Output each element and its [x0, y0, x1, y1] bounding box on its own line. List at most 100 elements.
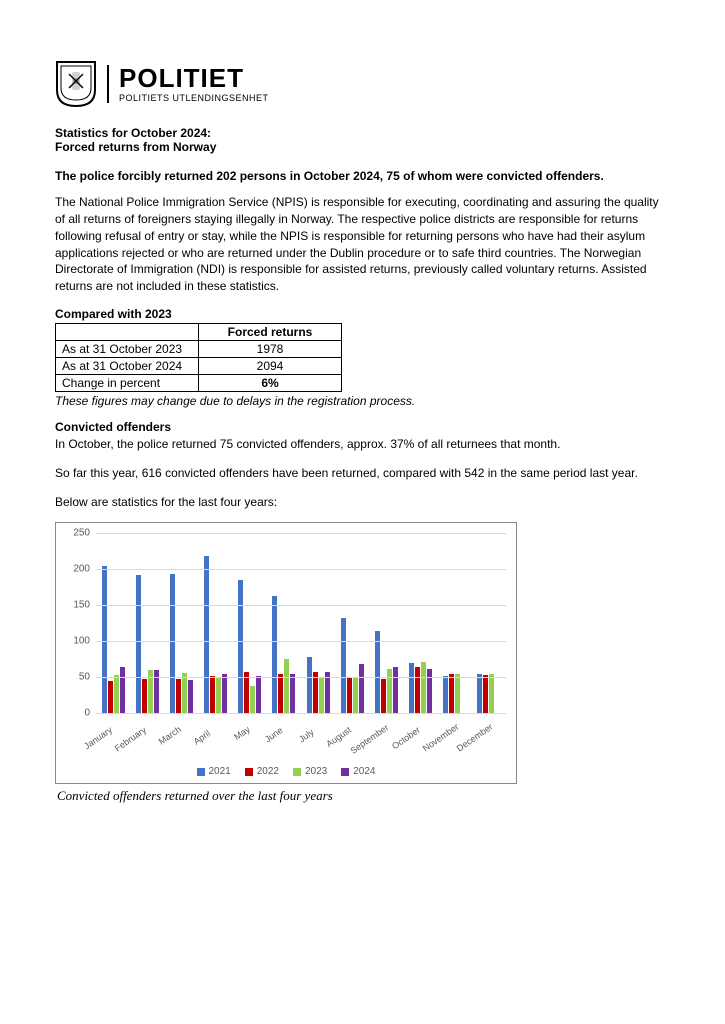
chart-gridline	[96, 569, 506, 570]
table-row: As at 31 October 2023 1978	[56, 340, 342, 357]
chart-legend-swatch	[245, 768, 253, 776]
chart-bar	[341, 618, 346, 713]
chart-bar	[353, 677, 358, 713]
chart-bar	[489, 674, 494, 714]
chart-bar	[409, 663, 414, 713]
chart-y-tick: 200	[56, 564, 90, 575]
document-title-line1: Statistics for October 2024:	[55, 126, 670, 140]
convicted-p2: So far this year, 616 convicted offender…	[55, 465, 670, 482]
table-cell-value: 1978	[199, 340, 342, 357]
chart-bar	[182, 673, 187, 713]
chart-gridline	[96, 713, 506, 714]
chart-bar-group	[170, 574, 193, 713]
chart-gridline	[96, 605, 506, 606]
chart-legend-item: 2024	[341, 766, 375, 777]
chart-gridline	[96, 533, 506, 534]
chart-legend: 2021 2022 2023 2024	[56, 766, 516, 777]
chart-bar	[238, 580, 243, 713]
chart-bar-group	[341, 618, 364, 713]
chart-x-label: September	[349, 723, 391, 756]
table-cell-label: Change in percent	[56, 374, 199, 391]
chart-x-label: May	[232, 724, 252, 742]
chart-bar	[120, 667, 125, 714]
chart-legend-item: 2023	[293, 766, 327, 777]
chart-bar	[427, 669, 432, 714]
table-row: Change in percent 6%	[56, 374, 342, 391]
chart-bar	[256, 676, 261, 713]
chart-bar-group	[238, 580, 261, 713]
chart-bar-group	[477, 674, 500, 714]
table-cell-label: As at 31 October 2023	[56, 340, 199, 357]
chart-bar	[284, 659, 289, 713]
chart-bar	[204, 556, 209, 713]
logo-block: POLITIET POLITIETS UTLENDINGSENHET	[55, 60, 670, 108]
chart-x-label: January	[82, 725, 114, 752]
chart-gridline	[96, 641, 506, 642]
chart-bar	[375, 631, 380, 714]
compare-table: Forced returns As at 31 October 2023 197…	[55, 323, 342, 392]
table-header-empty	[56, 323, 199, 340]
chart-bar	[290, 674, 295, 714]
chart-bar-group	[307, 657, 330, 713]
chart-bar	[421, 662, 426, 714]
logo-main-text: POLITIET	[119, 65, 269, 91]
chart-legend-label: 2021	[209, 766, 231, 777]
chart-legend-label: 2024	[353, 766, 375, 777]
chart-bar	[455, 674, 460, 714]
lead-paragraph: The police forcibly returned 202 persons…	[55, 168, 670, 184]
convicted-p1: In October, the police returned 75 convi…	[55, 436, 670, 453]
chart-bar	[250, 686, 255, 713]
chart-bar	[443, 676, 448, 713]
convicted-heading: Convicted offenders	[55, 420, 670, 434]
chart-bar	[393, 667, 398, 714]
convicted-chart: 050100150200250 JanuaryFebruaryMarchApri…	[55, 522, 517, 784]
chart-bar	[483, 675, 488, 713]
chart-bar	[477, 674, 482, 714]
chart-x-label: December	[455, 722, 495, 754]
table-cell-value: 6%	[199, 374, 342, 391]
chart-y-tick: 100	[56, 636, 90, 647]
chart-bar	[272, 596, 277, 713]
chart-bar	[108, 681, 113, 713]
chart-bar	[387, 669, 392, 714]
chart-bar-group	[136, 575, 159, 713]
chart-legend-item: 2021	[197, 766, 231, 777]
chart-x-label: February	[113, 725, 148, 754]
chart-bar	[170, 574, 175, 713]
chart-y-tick: 250	[56, 528, 90, 539]
chart-bar-group	[375, 631, 398, 714]
table-row: As at 31 October 2024 2094	[56, 357, 342, 374]
chart-x-label: April	[191, 728, 211, 747]
chart-bar-group	[443, 674, 466, 714]
chart-bar	[210, 676, 215, 713]
chart-bar	[359, 664, 364, 713]
chart-caption: Convicted offenders returned over the la…	[57, 788, 670, 804]
compare-heading: Compared with 2023	[55, 307, 670, 321]
chart-legend-item: 2022	[245, 766, 279, 777]
chart-bar-group	[204, 556, 227, 713]
chart-y-tick: 50	[56, 672, 90, 683]
chart-x-label: July	[297, 727, 316, 744]
chart-gridline	[96, 677, 506, 678]
chart-legend-label: 2023	[305, 766, 327, 777]
chart-bar	[415, 667, 420, 714]
chart-x-label: November	[421, 722, 461, 754]
chart-bar-group	[102, 566, 125, 714]
chart-bar	[142, 679, 147, 714]
chart-plot-area	[96, 533, 506, 713]
coat-of-arms-icon	[55, 60, 97, 108]
chart-bar	[114, 675, 119, 713]
convicted-p3: Below are statistics for the last four y…	[55, 494, 670, 511]
table-header-returns: Forced returns	[199, 323, 342, 340]
chart-bar	[307, 657, 312, 713]
chart-bar	[102, 566, 107, 714]
chart-bar	[278, 674, 283, 714]
table-cell-label: As at 31 October 2024	[56, 357, 199, 374]
chart-bar	[381, 679, 386, 714]
chart-x-label: March	[157, 724, 183, 747]
chart-bar	[136, 575, 141, 713]
chart-bar	[449, 674, 454, 714]
intro-paragraph: The National Police Immigration Service …	[55, 194, 670, 295]
chart-bar	[216, 677, 221, 713]
table-cell-value: 2094	[199, 357, 342, 374]
